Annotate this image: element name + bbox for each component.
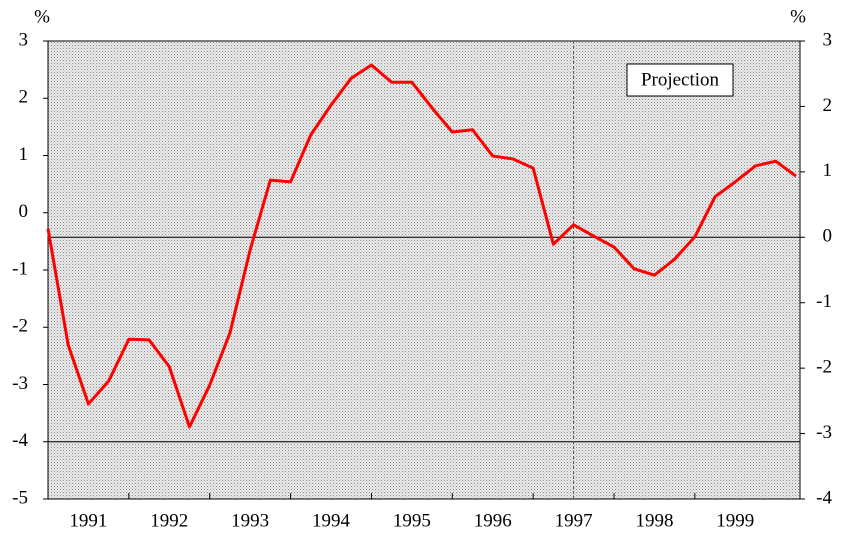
y2-unit-label: % xyxy=(790,6,806,27)
y-tick-label: -1 xyxy=(12,258,28,279)
y2-tick-label: 1 xyxy=(823,160,833,181)
y-tick-label: -4 xyxy=(12,430,28,451)
x-tick-label: 1994 xyxy=(312,510,351,531)
x-tick-label: 1992 xyxy=(150,510,188,531)
x-tick-label: 1991 xyxy=(69,510,107,531)
y-tick-label: -5 xyxy=(12,487,28,508)
y2-tick-label: -1 xyxy=(816,291,832,312)
x-tick-label: 1999 xyxy=(716,510,754,531)
y2-tick-label: 0 xyxy=(823,226,833,247)
annotation-box xyxy=(626,63,734,97)
data-line xyxy=(46,63,797,429)
x-tick-label: 1998 xyxy=(635,510,673,531)
y2-tick-label: 2 xyxy=(823,95,833,116)
y2-tick-label: 3 xyxy=(823,29,833,50)
y2-tick-label: -3 xyxy=(816,422,832,443)
annotation: Projection xyxy=(641,69,720,90)
y2-tick-label: -2 xyxy=(816,357,832,378)
x-tick-label: 1997 xyxy=(555,510,593,531)
y-tick-label: 0 xyxy=(19,201,29,222)
y-tick-label: -3 xyxy=(12,373,28,394)
y-tick-label: 3 xyxy=(19,29,29,50)
x-tick-label: 1996 xyxy=(474,510,512,531)
y-tick-label: -2 xyxy=(12,316,28,337)
x-tick-label: 1993 xyxy=(231,510,269,531)
y2-tick-label: -4 xyxy=(816,487,832,508)
x-tick-label: 1995 xyxy=(393,510,431,531)
y-unit-label: % xyxy=(34,6,50,27)
y-tick-label: 2 xyxy=(19,87,29,108)
y-tick-label: 1 xyxy=(19,144,29,165)
plot-area xyxy=(47,40,801,500)
